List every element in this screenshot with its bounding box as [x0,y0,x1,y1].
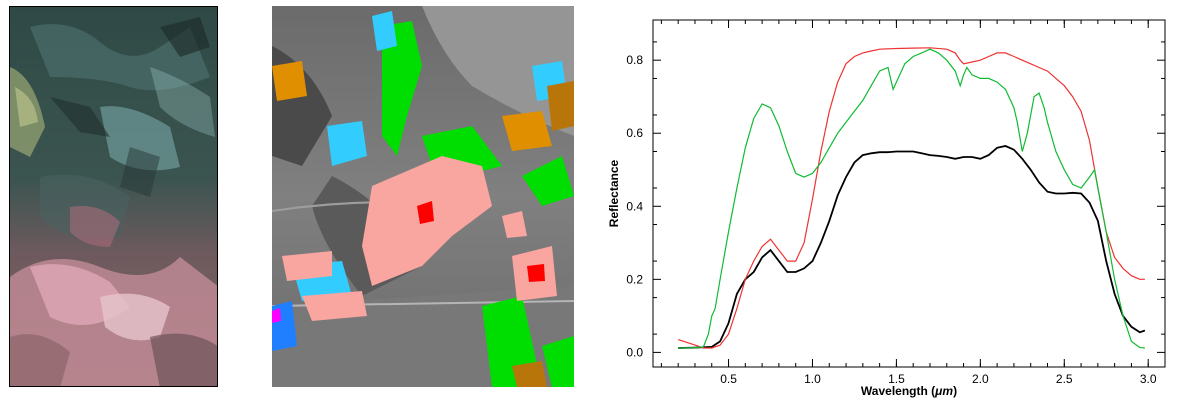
series-lines [678,47,1146,349]
axis-ticks: 0.5 1.0 1.5 2.0 2.5 3.0 0.0 0.2 0.4 0.6 0.8 [626,20,1165,386]
satellite-image-graphic [10,7,217,386]
x-axis-label-unit: μm [934,384,953,398]
y-tick-label: 0.0 [626,345,643,359]
chart-svg: 0.5 1.0 1.5 2.0 2.5 3.0 0.0 0.2 0.4 0.6 0.8 Reflec… [607,19,1166,398]
series-line-2 [678,47,1145,349]
x-tick-label: 2.5 [1056,372,1073,386]
x-tick-label: 2.0 [972,372,989,386]
x-tick-label: 1.5 [888,372,905,386]
y-tick-label: 0.8 [626,53,643,67]
y-tick-label: 0.2 [626,272,643,286]
y-tick-label: 0.4 [626,199,643,213]
y-tick-label: 0.6 [626,126,643,140]
series-line-1 [678,145,1146,349]
mineral-classification-map [272,6,574,387]
false-color-satellite-image [9,6,218,387]
classification-map-graphic [272,6,574,387]
x-axis-label: Wavelength (μm) [861,384,957,398]
plot-frame [652,19,1166,368]
y-axis-label: Reflectance [607,159,621,227]
x-tick-label: 0.5 [720,372,737,386]
x-axis-label-suffix: ) [953,384,957,398]
x-tick-label: 1.0 [804,372,821,386]
x-axis-label-prefix: Wavelength ( [861,384,935,398]
x-tick-label: 3.0 [1140,372,1157,386]
reflectance-spectra-chart: 0.5 1.0 1.5 2.0 2.5 3.0 0.0 0.2 0.4 0.6 0.8 Reflec… [598,0,1180,401]
series-line-3 [678,48,1145,349]
